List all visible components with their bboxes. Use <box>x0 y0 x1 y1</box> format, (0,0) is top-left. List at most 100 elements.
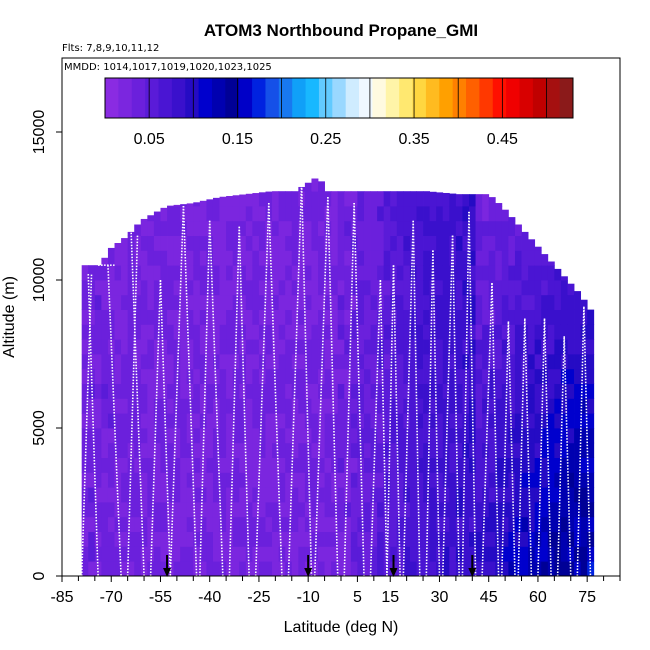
field-cell <box>285 280 293 296</box>
field-cell <box>370 398 378 414</box>
field-cell <box>370 442 378 458</box>
field-cell <box>167 383 174 399</box>
field-cell <box>567 283 575 296</box>
field-cell <box>121 428 129 444</box>
field-cell <box>114 502 122 518</box>
field-cell <box>239 194 247 207</box>
field-cell <box>186 280 194 296</box>
field-cell <box>186 265 194 281</box>
field-cell <box>344 191 352 207</box>
track-leg <box>254 203 270 576</box>
field-cell <box>455 339 463 355</box>
field-cell <box>416 354 424 370</box>
field-cell <box>455 235 463 251</box>
field-cell <box>514 516 522 532</box>
field-cell <box>495 294 503 310</box>
field-cell <box>127 516 135 532</box>
field-cell <box>396 516 404 532</box>
field-cell <box>337 280 345 296</box>
field-cell <box>252 413 260 429</box>
field-cell <box>541 516 549 532</box>
field-cell <box>219 354 227 370</box>
field-cell <box>567 472 575 488</box>
field-cell <box>226 250 234 266</box>
field-cell <box>442 206 450 222</box>
field-cell <box>416 368 424 384</box>
field-cell <box>554 354 562 370</box>
field-cell <box>383 250 391 266</box>
field-cell <box>212 309 220 325</box>
field-cell <box>298 413 306 429</box>
colorbar-swatch <box>105 78 119 118</box>
field-cell <box>436 516 444 532</box>
field-cell <box>357 235 365 251</box>
field-cell <box>455 383 463 399</box>
field-cell <box>554 487 562 503</box>
field-cell <box>140 413 148 429</box>
field-cell <box>252 193 260 207</box>
field-cell <box>324 354 332 370</box>
field-cell <box>278 309 286 325</box>
field-cell <box>363 531 371 547</box>
colorbar-swatch <box>546 78 561 118</box>
x-tick-label: 75 <box>578 589 596 606</box>
field-cell <box>140 265 148 281</box>
field-cell <box>488 220 496 236</box>
field-cell <box>383 354 391 370</box>
field-cell <box>291 309 299 325</box>
field-cell <box>206 368 214 384</box>
field-cell <box>258 502 266 518</box>
field-cell <box>528 413 536 429</box>
field-cell <box>186 220 194 236</box>
field-cell <box>147 354 155 370</box>
field-cell <box>291 457 299 473</box>
field-cell <box>258 383 266 399</box>
field-cell <box>514 487 522 503</box>
field-cell <box>173 546 181 562</box>
field-cell <box>442 398 450 414</box>
field-cell <box>442 339 450 355</box>
field-cell <box>193 202 201 207</box>
field-cell <box>226 531 234 547</box>
field-cell <box>291 413 299 429</box>
field-cell <box>318 413 325 429</box>
field-cell <box>239 235 247 251</box>
field-cell <box>252 265 260 281</box>
field-cell <box>153 280 161 296</box>
field-cell <box>416 398 424 414</box>
field-cell <box>127 368 135 384</box>
field-cell <box>232 472 240 488</box>
field-cell <box>278 294 286 310</box>
field-cell <box>318 516 325 532</box>
field-cell <box>567 383 575 399</box>
field-cell <box>186 235 194 251</box>
field-cell <box>180 487 188 503</box>
field-cell <box>495 457 503 473</box>
field-cell <box>219 235 227 251</box>
field-cell <box>258 354 266 370</box>
field-cell <box>311 442 319 458</box>
field-cell <box>403 368 411 384</box>
field-cell <box>140 368 148 384</box>
colorbar-swatch <box>479 78 494 118</box>
field-cell <box>94 472 102 488</box>
field-cell <box>121 546 129 562</box>
field-cell <box>541 472 549 488</box>
field-cell <box>488 206 496 222</box>
field-cell <box>252 339 260 355</box>
field-cell <box>416 191 424 207</box>
field-cell <box>449 428 457 444</box>
field-cell <box>272 472 280 488</box>
field-cell <box>324 398 332 414</box>
field-cell <box>580 472 588 488</box>
field-cell <box>337 220 345 236</box>
field-cell <box>245 294 253 310</box>
field-cell <box>147 428 155 444</box>
field-cell <box>140 487 148 503</box>
field-cell <box>423 502 431 518</box>
field-cell <box>442 457 450 473</box>
field-cell <box>587 398 595 414</box>
field-cell <box>567 339 575 355</box>
field-cell <box>285 265 293 281</box>
field-cell <box>173 206 181 222</box>
